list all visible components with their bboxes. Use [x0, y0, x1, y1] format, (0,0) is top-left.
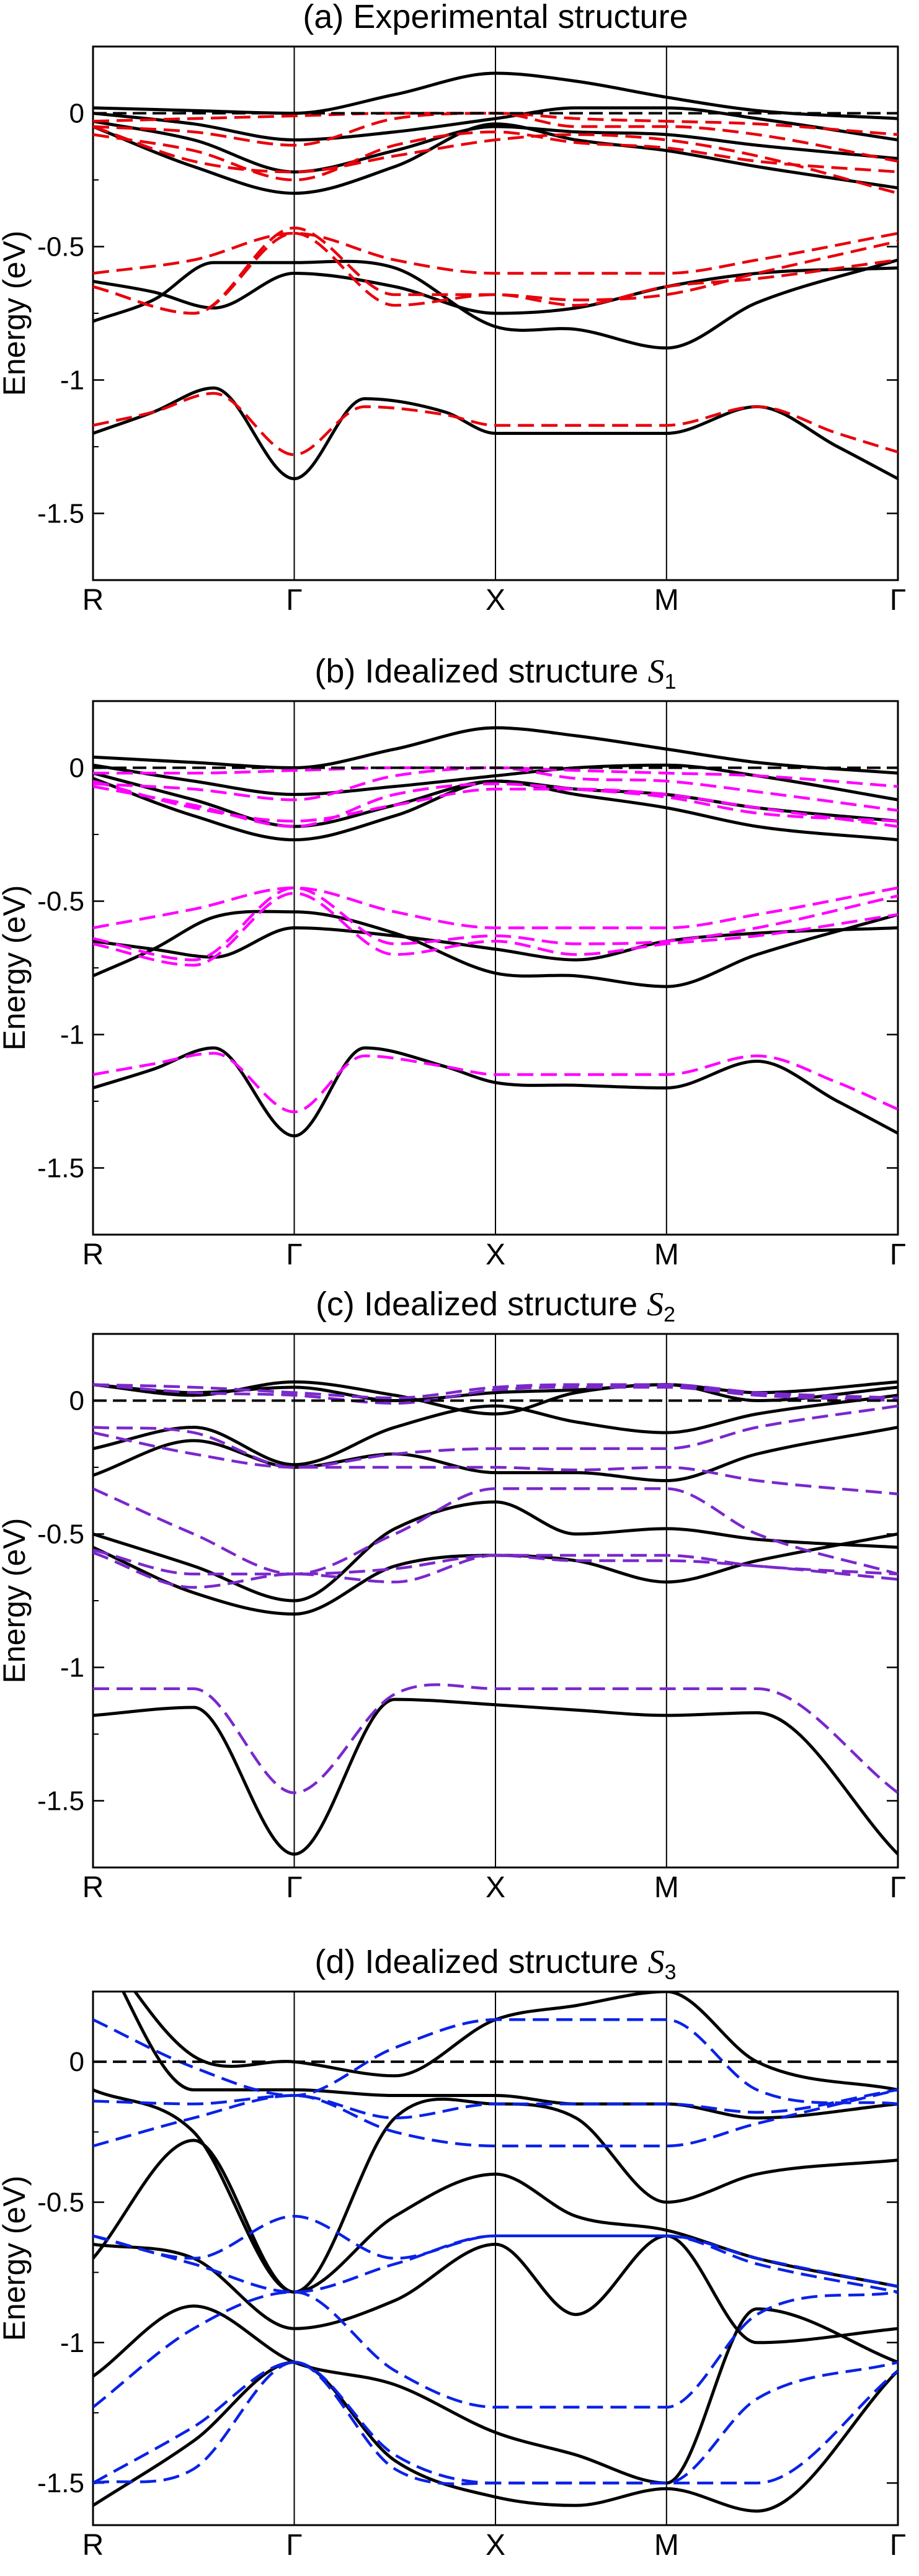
band-line-dashed-4: [93, 1431, 898, 1496]
band-line-dashed-5: [93, 231, 898, 275]
band-line-dashed-2: [93, 1383, 898, 1405]
x-tick-label: X: [486, 1238, 505, 1271]
x-tick-label: Γ: [286, 2529, 302, 2562]
x-tick-label: R: [82, 1238, 104, 1271]
band-line-dashed-6: [93, 2291, 898, 2409]
band-line-dashed-8: [93, 1052, 898, 1114]
panel-title: (b) Idealized structure S1: [314, 653, 676, 694]
band-line-solid-5: [93, 266, 898, 315]
band-line-solid-7: [93, 2361, 898, 2513]
band-line-solid-5: [93, 1500, 898, 1603]
band-line-dashed-3: [93, 1404, 898, 1469]
band-line-dashed-1: [93, 2018, 898, 2106]
y-axis-label: Energy (eV): [0, 2176, 32, 2341]
x-tick-label: Γ: [286, 584, 302, 617]
band-line-dashed-7: [93, 231, 898, 315]
band-line-solid-6: [93, 258, 898, 350]
band-line-solid-7: [93, 1697, 898, 1856]
y-tick-label: -0.5: [37, 232, 84, 262]
band-line-solid-1: [93, 726, 898, 775]
band-line-solid-7: [93, 1046, 898, 1138]
band-line-dashed-8: [93, 391, 898, 457]
band-line-solid-4: [93, 777, 898, 842]
band-line-dashed-1: [93, 1383, 898, 1400]
band-line-solid-1: [93, 71, 898, 120]
band-line-dashed-6: [93, 886, 898, 962]
band-line-dashed-4: [93, 2214, 898, 2288]
band-panel-3: (c) Idealized structure S2 0 -0.5 -1 -1.5 R Γ X…: [0, 1286, 906, 1904]
x-tick-label: Γ: [890, 1871, 906, 1904]
y-axis-label: Energy (eV): [0, 231, 32, 396]
x-tick-label: M: [654, 584, 679, 617]
y-tick-label: -1: [60, 1020, 84, 1050]
band-line-dashed-8: [93, 2361, 898, 2485]
x-tick-label: Γ: [890, 584, 906, 617]
y-tick-label: -0.5: [37, 2187, 84, 2217]
band-line-dashed-4: [93, 125, 898, 195]
x-tick-label: X: [486, 2529, 505, 2562]
y-tick-label: -0.5: [37, 887, 84, 917]
x-tick-label: R: [82, 2529, 104, 2562]
band-line-dashed-2: [93, 2088, 898, 2119]
band-line-dashed-7: [93, 1551, 898, 1589]
x-tick-label: Γ: [890, 2529, 906, 2562]
y-tick-label: 0: [69, 99, 84, 129]
band-line-solid-3: [93, 2088, 898, 2294]
y-tick-label: -1: [60, 2328, 84, 2358]
x-tick-label: Γ: [890, 1238, 906, 1271]
y-axis-label: Energy (eV): [0, 1518, 32, 1684]
x-tick-label: Γ: [286, 1871, 302, 1904]
x-tick-label: M: [654, 1871, 679, 1904]
y-tick-label: -1.5: [37, 2468, 84, 2498]
y-tick-label: 0: [69, 1386, 84, 1416]
band-line-dashed-3: [93, 2088, 898, 2148]
x-tick-label: X: [486, 1871, 505, 1904]
x-tick-label: Γ: [286, 1238, 302, 1271]
band-line-solid-6: [93, 2304, 898, 2485]
band-panel-4: (d) Idealized structure S3 0 -0.5 -1 -1.5 R Γ X…: [0, 1943, 906, 2562]
band-line-solid-2: [93, 1383, 898, 1402]
x-tick-label: R: [82, 1871, 104, 1904]
panel-title: (d) Idealized structure S3: [314, 1943, 676, 1984]
panel-title: (a) Experimental structure: [303, 0, 688, 35]
band-line-solid-2: [121, 1992, 898, 2120]
band-line-solid-6: [93, 910, 898, 988]
band-panel-2: (b) Idealized structure S1 0 -0.5 -1 -1.5 R Γ X…: [0, 653, 906, 1271]
y-tick-label: 0: [69, 2047, 84, 2077]
band-line-solid-2: [93, 106, 898, 141]
band-line-dashed-4: [93, 779, 898, 828]
band-line-dashed-5: [93, 1487, 898, 1576]
band-line-solid-2: [93, 763, 898, 802]
y-tick-label: -0.5: [37, 1519, 84, 1550]
x-tick-label: M: [654, 1238, 679, 1271]
band-line-dashed-5: [93, 886, 898, 929]
y-tick-label: 0: [69, 753, 84, 784]
x-tick-label: R: [82, 584, 104, 617]
band-line-solid-4: [93, 122, 898, 195]
band-line-dashed-5: [93, 2234, 898, 2294]
band-line-dashed-8: [93, 1683, 898, 1794]
panel-title: (c) Idealized structure S2: [316, 1286, 675, 1326]
band-line-solid-5: [93, 926, 898, 962]
band-line-solid-4: [93, 1426, 898, 1482]
band-line-dashed-3: [93, 130, 898, 182]
y-tick-label: -1.5: [37, 499, 84, 529]
band-panel-1: (a) Experimental structure 0 -0.5 -1 -1.5 R Γ X…: [0, 0, 906, 617]
band-line-solid-3: [93, 119, 898, 174]
band-line-solid-3: [93, 1393, 898, 1467]
y-axis-label: Energy (eV): [0, 885, 32, 1051]
y-tick-label: -1: [60, 365, 84, 396]
y-tick-label: -1.5: [37, 1153, 84, 1184]
x-tick-label: X: [486, 584, 505, 617]
y-tick-label: -1: [60, 1653, 84, 1683]
y-tick-label: -1.5: [37, 1786, 84, 1817]
x-tick-label: M: [654, 2529, 679, 2562]
band-line-dashed-7: [93, 892, 898, 967]
band-line-dashed-3: [93, 782, 898, 828]
